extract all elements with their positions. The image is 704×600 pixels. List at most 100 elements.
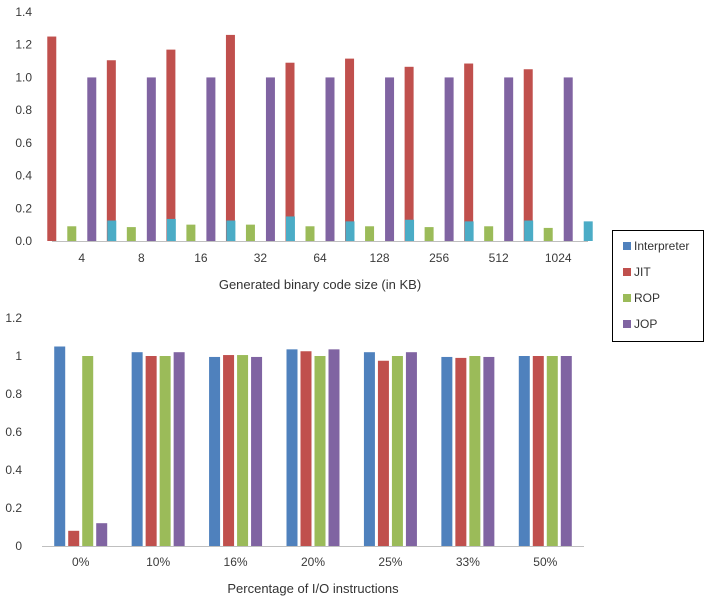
legend-item-jit: JIT — [623, 265, 651, 279]
bar-jit-512 — [464, 63, 474, 241]
y-tick-label: 0.8 — [5, 387, 22, 401]
bar-interpreter-16 — [209, 356, 221, 546]
bar-jit-4 — [47, 36, 57, 241]
bar-series-4-16 — [226, 220, 236, 241]
bar-jop-20 — [328, 349, 340, 546]
bar-jit-32 — [225, 34, 235, 242]
bar-rop-25 — [391, 356, 403, 546]
y-tick-label: 1.0 — [15, 70, 32, 84]
bar-series-4-4 — [107, 220, 117, 241]
bar-jop-512 — [504, 77, 514, 242]
bar-series-4-512 — [524, 220, 534, 241]
legend-swatch-jop — [623, 320, 631, 328]
bar-series-4-1024 — [583, 221, 593, 241]
bar-jop-256 — [444, 77, 454, 242]
bar-jit-8 — [106, 60, 116, 241]
bar-series-2-128 — [365, 226, 375, 241]
y-tick-label: 0.0 — [15, 234, 32, 248]
bar-series-4-64 — [345, 221, 355, 241]
legend-swatch-rop — [623, 294, 631, 302]
bar-jop-128 — [385, 77, 395, 242]
x-tick-label: 25% — [378, 555, 402, 569]
bar-interpreter-25 — [363, 352, 375, 546]
bar-rop-10 — [159, 356, 171, 546]
bar-jit-0 — [68, 530, 80, 546]
x-tick-label: 8 — [138, 251, 145, 265]
legend-label-rop: ROP — [634, 291, 661, 305]
y-tick-label: 1.2 — [15, 38, 32, 52]
bar-jit-16 — [166, 49, 176, 242]
bar-series-2-64 — [305, 226, 315, 241]
bar-jit-1024 — [523, 69, 533, 241]
x-tick-label: 128 — [370, 251, 390, 265]
bar-rop-16 — [237, 355, 249, 546]
bar-series-2-32 — [245, 224, 255, 241]
x-tick-label: 33% — [456, 555, 480, 569]
chart-io-percentage: 0 0.2 0.4 0.6 0.8 1 1.2 0% 10% 16% 20% 25% 33% 50% Per… — [5, 311, 584, 596]
x-axis-title: Percentage of I/O instructions — [227, 581, 399, 596]
x-tick-label: 4 — [78, 251, 85, 265]
bar-rop-50 — [546, 356, 558, 546]
y-tick-label: 0.2 — [15, 201, 32, 215]
legend-label-interpreter: Interpreter — [634, 239, 690, 253]
y-tick-label: 1.4 — [15, 5, 32, 19]
bar-jit-20 — [300, 351, 312, 546]
bar-jit-128 — [345, 58, 355, 242]
bar-interpreter-33 — [441, 356, 453, 546]
bar-series-2-8 — [126, 227, 136, 241]
bar-series-2-1024 — [543, 227, 553, 241]
y-tick-label: 0.4 — [15, 169, 32, 183]
chart-code-size: 0.0 0.2 0.4 0.6 0.8 1.0 1.2 1.4 4 8 16 32 64 128 256 51… — [15, 5, 593, 292]
bar-interpreter-50 — [518, 356, 530, 546]
bar-series-2-512 — [484, 226, 494, 241]
legend-label-jop: JOP — [634, 317, 658, 331]
bar-jop-32 — [265, 77, 275, 242]
y-tick-label: 0 — [15, 539, 22, 553]
y-tick-label: 0.2 — [5, 501, 22, 515]
x-tick-label: 256 — [429, 251, 449, 265]
bar-series-4-8 — [166, 218, 176, 241]
bar-jop-50 — [560, 356, 572, 546]
y-tick-label: 0.4 — [5, 463, 22, 477]
bar-series-2-4 — [67, 226, 77, 241]
y-tick-label: 1.2 — [5, 311, 22, 325]
bar-jit-16 — [223, 355, 235, 546]
y-tick-label: 0.6 — [5, 425, 22, 439]
legend-label-jit: JIT — [634, 265, 651, 279]
x-tick-label: 10% — [146, 555, 170, 569]
bar-jop-1024 — [563, 77, 573, 242]
bar-series-4-128 — [405, 219, 415, 241]
bar-jit-50 — [532, 356, 544, 546]
x-tick-label: 0% — [72, 555, 90, 569]
x-axis-title: Generated binary code size (in KB) — [219, 277, 421, 292]
bar-jop-25 — [405, 352, 417, 546]
bar-rop-20 — [314, 356, 326, 546]
legend-item-rop: ROP — [623, 291, 660, 305]
legend-item-interpreter: Interpreter — [623, 239, 689, 253]
x-tick-label: 16% — [224, 555, 248, 569]
x-tick-label: 16 — [194, 251, 208, 265]
bar-jop-8 — [146, 77, 156, 242]
bar-jop-33 — [483, 356, 495, 546]
bar-series-2-256 — [424, 227, 434, 241]
legend: Interpreter JIT ROP JOP — [612, 230, 704, 342]
bar-jit-33 — [455, 357, 467, 546]
legend-swatch-interpreter — [623, 242, 631, 250]
bar-jop-16 — [206, 77, 216, 242]
bar-series-4-256 — [464, 221, 474, 241]
bar-jop-16 — [251, 356, 263, 546]
x-tick-label: 50% — [533, 555, 557, 569]
bar-jop-4 — [87, 77, 97, 242]
legend-swatch-jit — [623, 268, 631, 276]
bar-series-2-16 — [186, 224, 196, 241]
legend-item-jop: JOP — [623, 317, 657, 331]
bar-jit-25 — [377, 360, 389, 546]
bar-interpreter-0 — [54, 346, 66, 546]
y-tick-label: 0.6 — [15, 136, 32, 150]
x-tick-label: 32 — [254, 251, 268, 265]
bar-jit-64 — [285, 62, 295, 242]
bar-interpreter-10 — [131, 352, 143, 546]
y-tick-label: 0.8 — [15, 103, 32, 117]
bar-interpreter-20 — [286, 349, 298, 546]
